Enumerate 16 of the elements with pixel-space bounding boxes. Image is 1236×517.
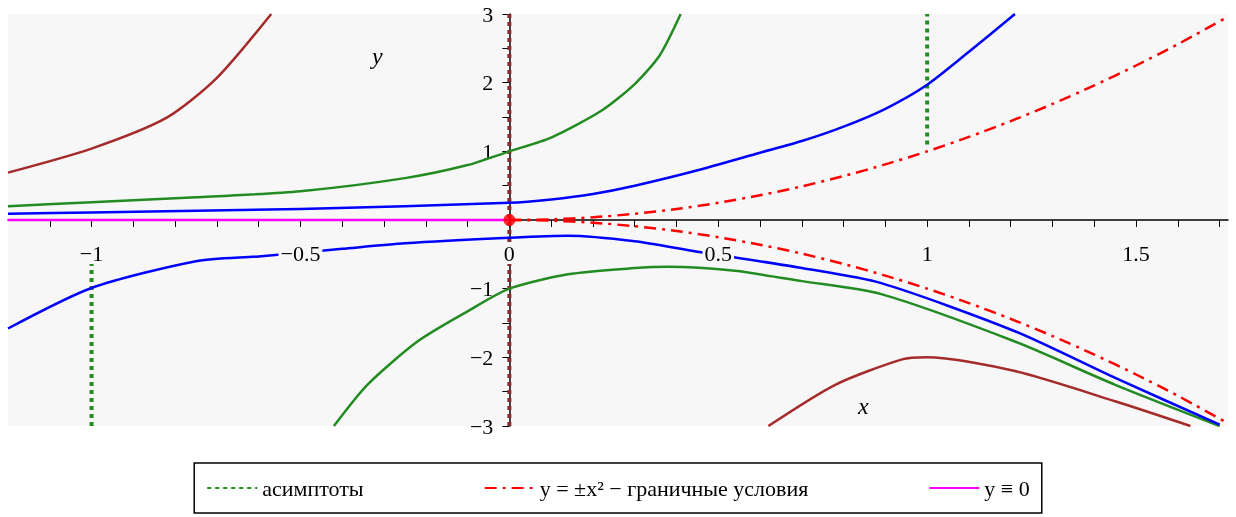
x-tick-label: 0.5 [704,240,733,266]
x-axis-title: x [857,393,869,419]
x-tick-label: 0 [503,240,515,266]
legend-label: асимптоты [262,475,364,501]
x-tick-label: −1 [79,240,104,266]
y-axis-title: y [370,43,383,69]
y-tick-label: −3 [469,413,494,439]
legend-label: y ≡ 0 [984,475,1030,501]
x-tick-label: −0.5 [280,240,321,266]
x-tick-label: 1.5 [1122,240,1150,266]
legend-label: y = ±x² − граничные условия [539,475,809,501]
y-tick-label: 3 [482,1,494,27]
y-tick-label: −1 [469,276,494,302]
y-tick-label: −2 [469,344,494,370]
y-tick-label: 2 [482,70,494,96]
x-tick-label: 1 [921,240,933,266]
